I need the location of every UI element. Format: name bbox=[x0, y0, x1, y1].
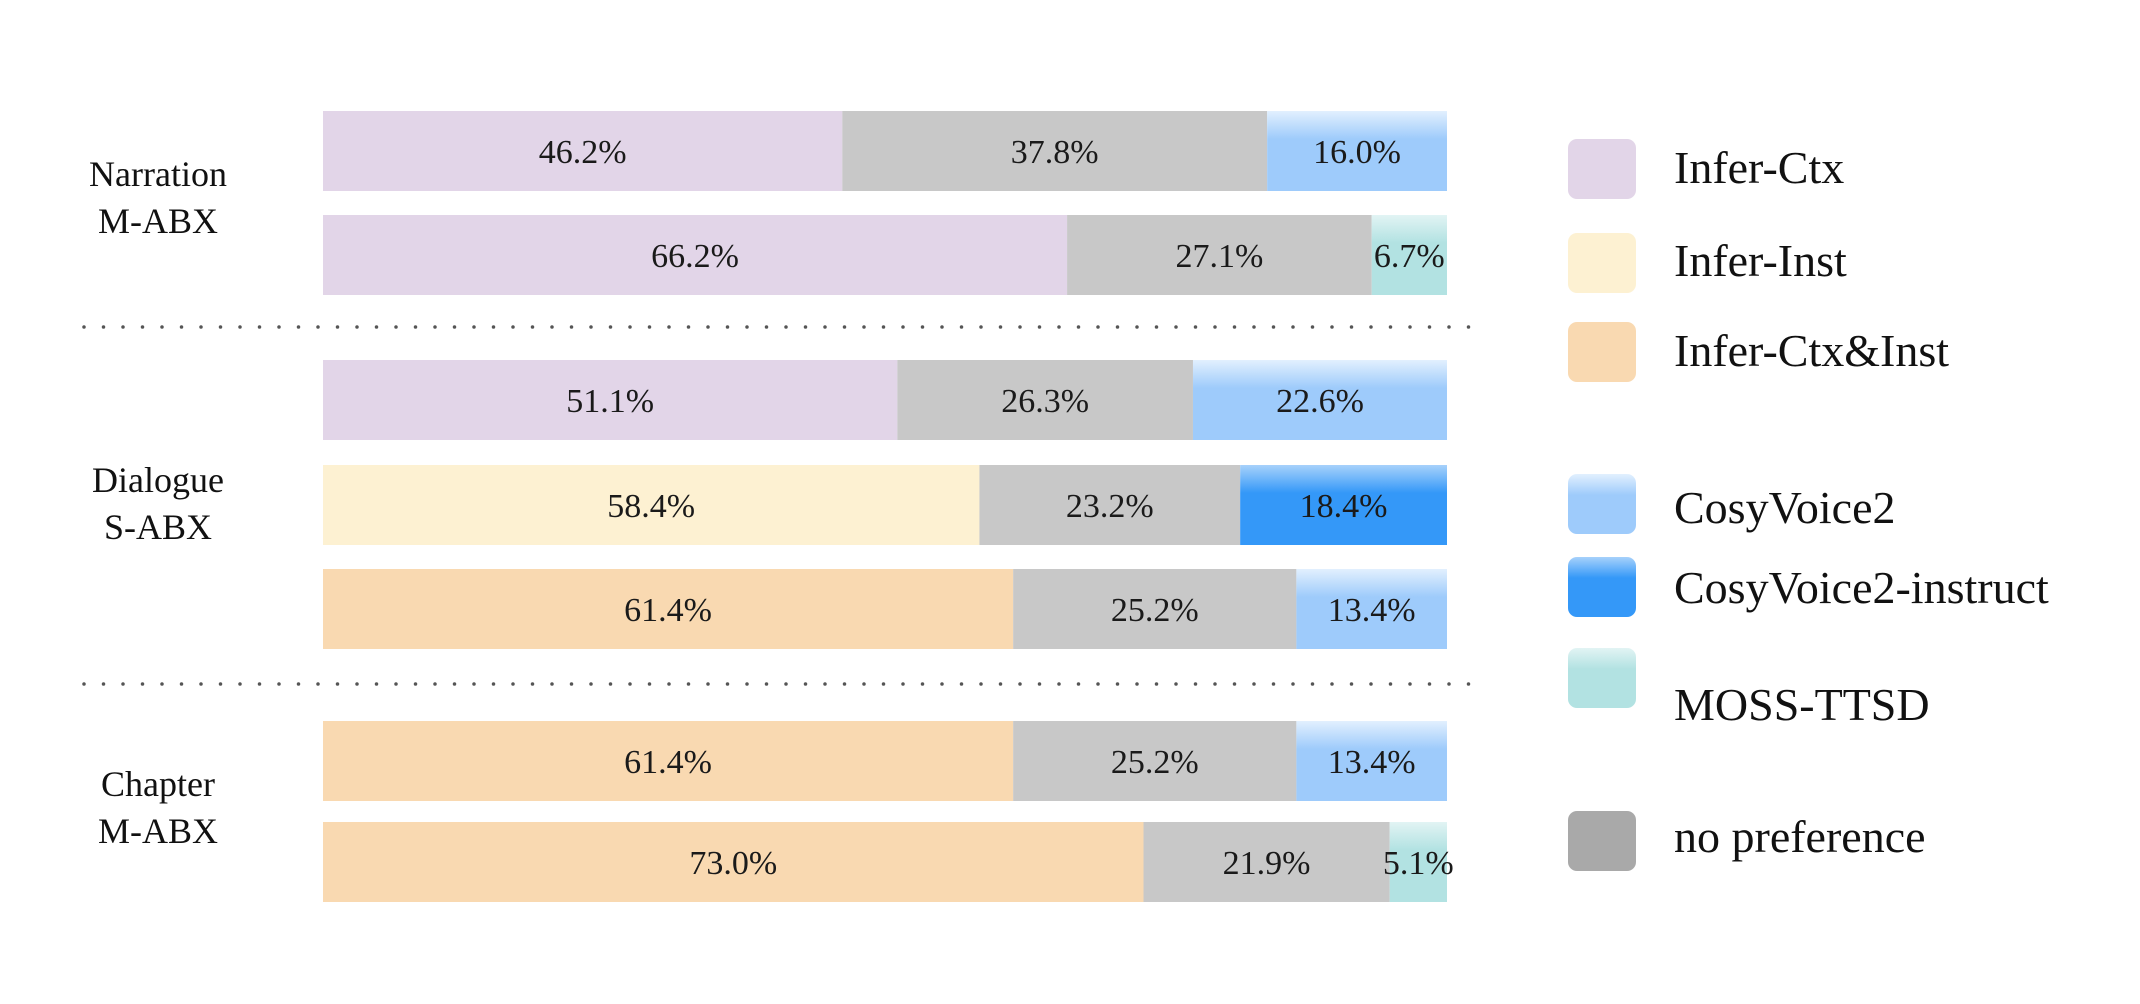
data-label: 23.2% bbox=[1066, 488, 1154, 525]
bars-layer: 46.2% 37.8% 16.0% 66.2% 27.1% 6.7% 51.1% 26.3% 2… bbox=[323, 111, 1454, 902]
group-labels: Narration M-ABX Dialogue S-ABX Chapter M-ABX bbox=[89, 154, 227, 851]
data-label: 66.2% bbox=[651, 238, 739, 275]
group-label: S-ABX bbox=[104, 507, 212, 547]
group-label: Dialogue bbox=[92, 460, 224, 500]
bar-segment-cosyvoice2 bbox=[1192, 360, 1447, 440]
data-label: 26.3% bbox=[1001, 383, 1089, 420]
data-label: 21.9% bbox=[1223, 845, 1311, 882]
bar-segment-no-preference bbox=[842, 111, 1268, 191]
legend-entry-infer-ctx-and-inst: Infer-Ctx&Inst bbox=[1568, 322, 1949, 382]
data-label: 22.6% bbox=[1276, 383, 1364, 420]
bar-segment-infer-ctx bbox=[323, 360, 898, 440]
group-label: Chapter bbox=[101, 764, 215, 804]
bar-group-1-bar-2: 66.2% 27.1% 6.7% bbox=[323, 215, 1447, 295]
data-label: 61.4% bbox=[624, 744, 712, 781]
group-label: Narration bbox=[89, 154, 227, 194]
data-label: 13.4% bbox=[1328, 592, 1416, 629]
bar-group-1-bar-1: 46.2% 37.8% 16.0% bbox=[323, 111, 1447, 191]
legend-swatch-icon bbox=[1568, 648, 1636, 708]
legend-entry-infer-inst: Infer-Inst bbox=[1568, 233, 1847, 293]
bar-segment-infer-inst bbox=[323, 465, 980, 545]
bar-segment-cosyvoice2-instruct bbox=[1240, 465, 1447, 545]
legend-label: Infer-Ctx&Inst bbox=[1674, 325, 1949, 376]
data-label: 61.4% bbox=[624, 592, 712, 629]
bar-segment-no-preference bbox=[1013, 721, 1297, 801]
bar-segment-no-preference bbox=[1067, 215, 1372, 295]
bar-segment-infer-ctx bbox=[323, 111, 843, 191]
data-label: 6.7% bbox=[1374, 238, 1445, 275]
bar-segment-cosyvoice2 bbox=[1296, 569, 1447, 649]
bar-group-2-bar-2: 58.4% 23.2% 18.4% bbox=[323, 465, 1447, 545]
data-label: 73.0% bbox=[689, 845, 777, 882]
legend-entry-moss-ttsd: MOSS-TTSD bbox=[1568, 648, 1930, 730]
data-label: 5.1% bbox=[1383, 845, 1454, 882]
legend-swatch-icon bbox=[1568, 474, 1636, 534]
legend-label: no preference bbox=[1674, 811, 1926, 862]
group-label: M-ABX bbox=[98, 811, 218, 851]
data-label: 25.2% bbox=[1111, 592, 1199, 629]
bar-group-2-bar-3: 61.4% 25.2% 13.4% bbox=[323, 569, 1447, 649]
legend-swatch-icon bbox=[1568, 139, 1636, 199]
legend-entry-infer-ctx: Infer-Ctx bbox=[1568, 139, 1844, 199]
bar-segment-infer-ctx bbox=[323, 215, 1068, 295]
bar-segment-moss-ttsd bbox=[1371, 215, 1447, 295]
bar-segment-moss-ttsd bbox=[1389, 822, 1447, 902]
data-label: 58.4% bbox=[607, 488, 695, 525]
data-label: 16.0% bbox=[1313, 134, 1401, 171]
legend-entry-cosyvoice2-instruct: CosyVoice2-instruct bbox=[1568, 557, 2049, 617]
bar-segment-no-preference bbox=[1143, 822, 1390, 902]
bar-segment-no-preference bbox=[1013, 569, 1297, 649]
legend-entry-no-preference: no preference bbox=[1568, 811, 1926, 871]
bar-segment-infer-ctx-and-inst bbox=[323, 721, 1014, 801]
bar-segment-infer-ctx-and-inst bbox=[323, 569, 1014, 649]
legend-swatch-icon bbox=[1568, 811, 1636, 871]
bar-segment-no-preference bbox=[979, 465, 1241, 545]
group-label: M-ABX bbox=[98, 201, 218, 241]
legend-swatch-icon bbox=[1568, 233, 1636, 293]
legend-label: Infer-Ctx bbox=[1674, 142, 1844, 193]
legend-entry-cosyvoice2: CosyVoice2 bbox=[1568, 474, 1896, 534]
bar-group-3-bar-1: 61.4% 25.2% 13.4% bbox=[323, 721, 1447, 801]
bar-segment-cosyvoice2 bbox=[1267, 111, 1447, 191]
legend: Infer-Ctx Infer-Inst Infer-Ctx&Inst CosyVoi… bbox=[1568, 139, 2049, 871]
legend-label: Infer-Inst bbox=[1674, 235, 1847, 286]
legend-swatch-icon bbox=[1568, 322, 1636, 382]
bar-segment-cosyvoice2 bbox=[1296, 721, 1447, 801]
legend-label: CosyVoice2 bbox=[1674, 482, 1896, 533]
data-label: 27.1% bbox=[1175, 238, 1263, 275]
legend-label: CosyVoice2-instruct bbox=[1674, 562, 2049, 613]
legend-label: MOSS-TTSD bbox=[1674, 679, 1930, 730]
data-label: 46.2% bbox=[539, 134, 627, 171]
data-label: 37.8% bbox=[1011, 134, 1099, 171]
bar-segment-no-preference bbox=[897, 360, 1193, 440]
data-label: 25.2% bbox=[1111, 744, 1199, 781]
bar-group-3-bar-2: 73.0% 21.9% 5.1% bbox=[323, 822, 1454, 902]
data-label: 18.4% bbox=[1300, 488, 1388, 525]
legend-swatch-icon bbox=[1568, 557, 1636, 617]
data-label: 13.4% bbox=[1328, 744, 1416, 781]
data-label: 51.1% bbox=[566, 383, 654, 420]
bar-segment-infer-ctx-and-inst bbox=[323, 822, 1144, 902]
bar-group-2-bar-1: 51.1% 26.3% 22.6% bbox=[323, 360, 1447, 440]
